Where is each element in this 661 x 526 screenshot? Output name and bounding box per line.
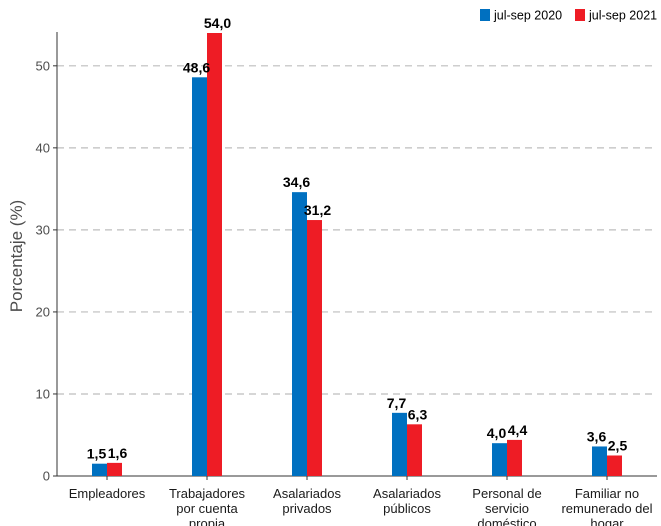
legend: jul-sep 2020 jul-sep 2021: [480, 9, 657, 23]
bar: [92, 463, 107, 476]
y-tick-label: 10: [36, 386, 50, 401]
category-label: Personal de servicio doméstico: [472, 486, 541, 526]
legend-label: jul-sep 2021: [588, 9, 657, 23]
y-tick-label: 40: [36, 140, 50, 155]
category-label: Trabajadores por cuenta propia: [169, 486, 246, 526]
category-label: Asalariados públicos: [373, 486, 441, 516]
legend-label: jul-sep 2020: [493, 9, 562, 23]
data-label: 1,6: [108, 445, 128, 461]
bar: [507, 439, 522, 476]
category-label-line: privados: [282, 501, 332, 516]
category-label-line: Empleadores: [69, 486, 146, 501]
data-label: 4,0: [487, 425, 507, 441]
bar: [407, 424, 422, 476]
category-label: Familiar no remunerado del hogar: [561, 486, 652, 526]
bar: [607, 455, 622, 476]
category-label-line: Asalariados: [373, 486, 441, 501]
data-label: 34,6: [283, 174, 310, 190]
bar: [492, 443, 507, 476]
bar: [592, 446, 607, 476]
data-label: 48,6: [183, 59, 210, 75]
y-tick-label: 20: [36, 304, 50, 319]
category-label-line: Asalariados: [273, 486, 341, 501]
axes: 0 10 20 30 40 50: [36, 32, 657, 484]
bars: [92, 33, 622, 477]
bar: [307, 220, 322, 476]
category-label-line: hogar: [590, 516, 624, 526]
bar: [192, 77, 207, 477]
bar: [292, 192, 307, 476]
legend-swatch: [575, 9, 585, 21]
bar: [392, 412, 407, 476]
y-tick-label: 50: [36, 58, 50, 73]
data-label: 1,5: [87, 446, 107, 462]
category-label-line: por cuenta: [176, 501, 238, 516]
category-label-line: Trabajadores: [169, 486, 246, 501]
y-tick-label: 0: [43, 469, 50, 484]
data-label: 4,4: [508, 422, 528, 438]
category-label: Asalariados privados: [273, 486, 341, 516]
category-label-line: Familiar no: [575, 486, 639, 501]
bar: [207, 33, 222, 476]
category-labels: Empleadores Trabajadores por cuenta propia A…: [69, 486, 653, 526]
data-label: 54,0: [204, 15, 231, 31]
data-labels: 1,5 1,6 48,6 54,0 34,6 31,2 7,76,3 4,0 4,4 3,62,5: [87, 15, 628, 462]
category-label-line: públicos: [383, 501, 431, 516]
data-label: 3,6: [587, 428, 607, 444]
category-label-line: remunerado del: [561, 501, 652, 516]
category-label-line: servicio: [485, 501, 529, 516]
data-label: 2,5: [608, 437, 628, 453]
data-label: 6,3: [408, 406, 428, 422]
y-tick-label: 30: [36, 222, 50, 237]
y-axis-title: Porcentaje (%): [7, 200, 26, 312]
gridlines: [57, 65, 657, 395]
data-label: 31,2: [304, 202, 331, 218]
category-label-line: Personal de: [472, 486, 541, 501]
category-label: Empleadores: [69, 486, 146, 501]
category-label-line: doméstico: [477, 516, 536, 526]
data-label: 7,7: [387, 395, 407, 411]
bar: [107, 462, 122, 476]
legend-swatch: [480, 9, 490, 21]
category-label-line: propia: [189, 516, 226, 526]
